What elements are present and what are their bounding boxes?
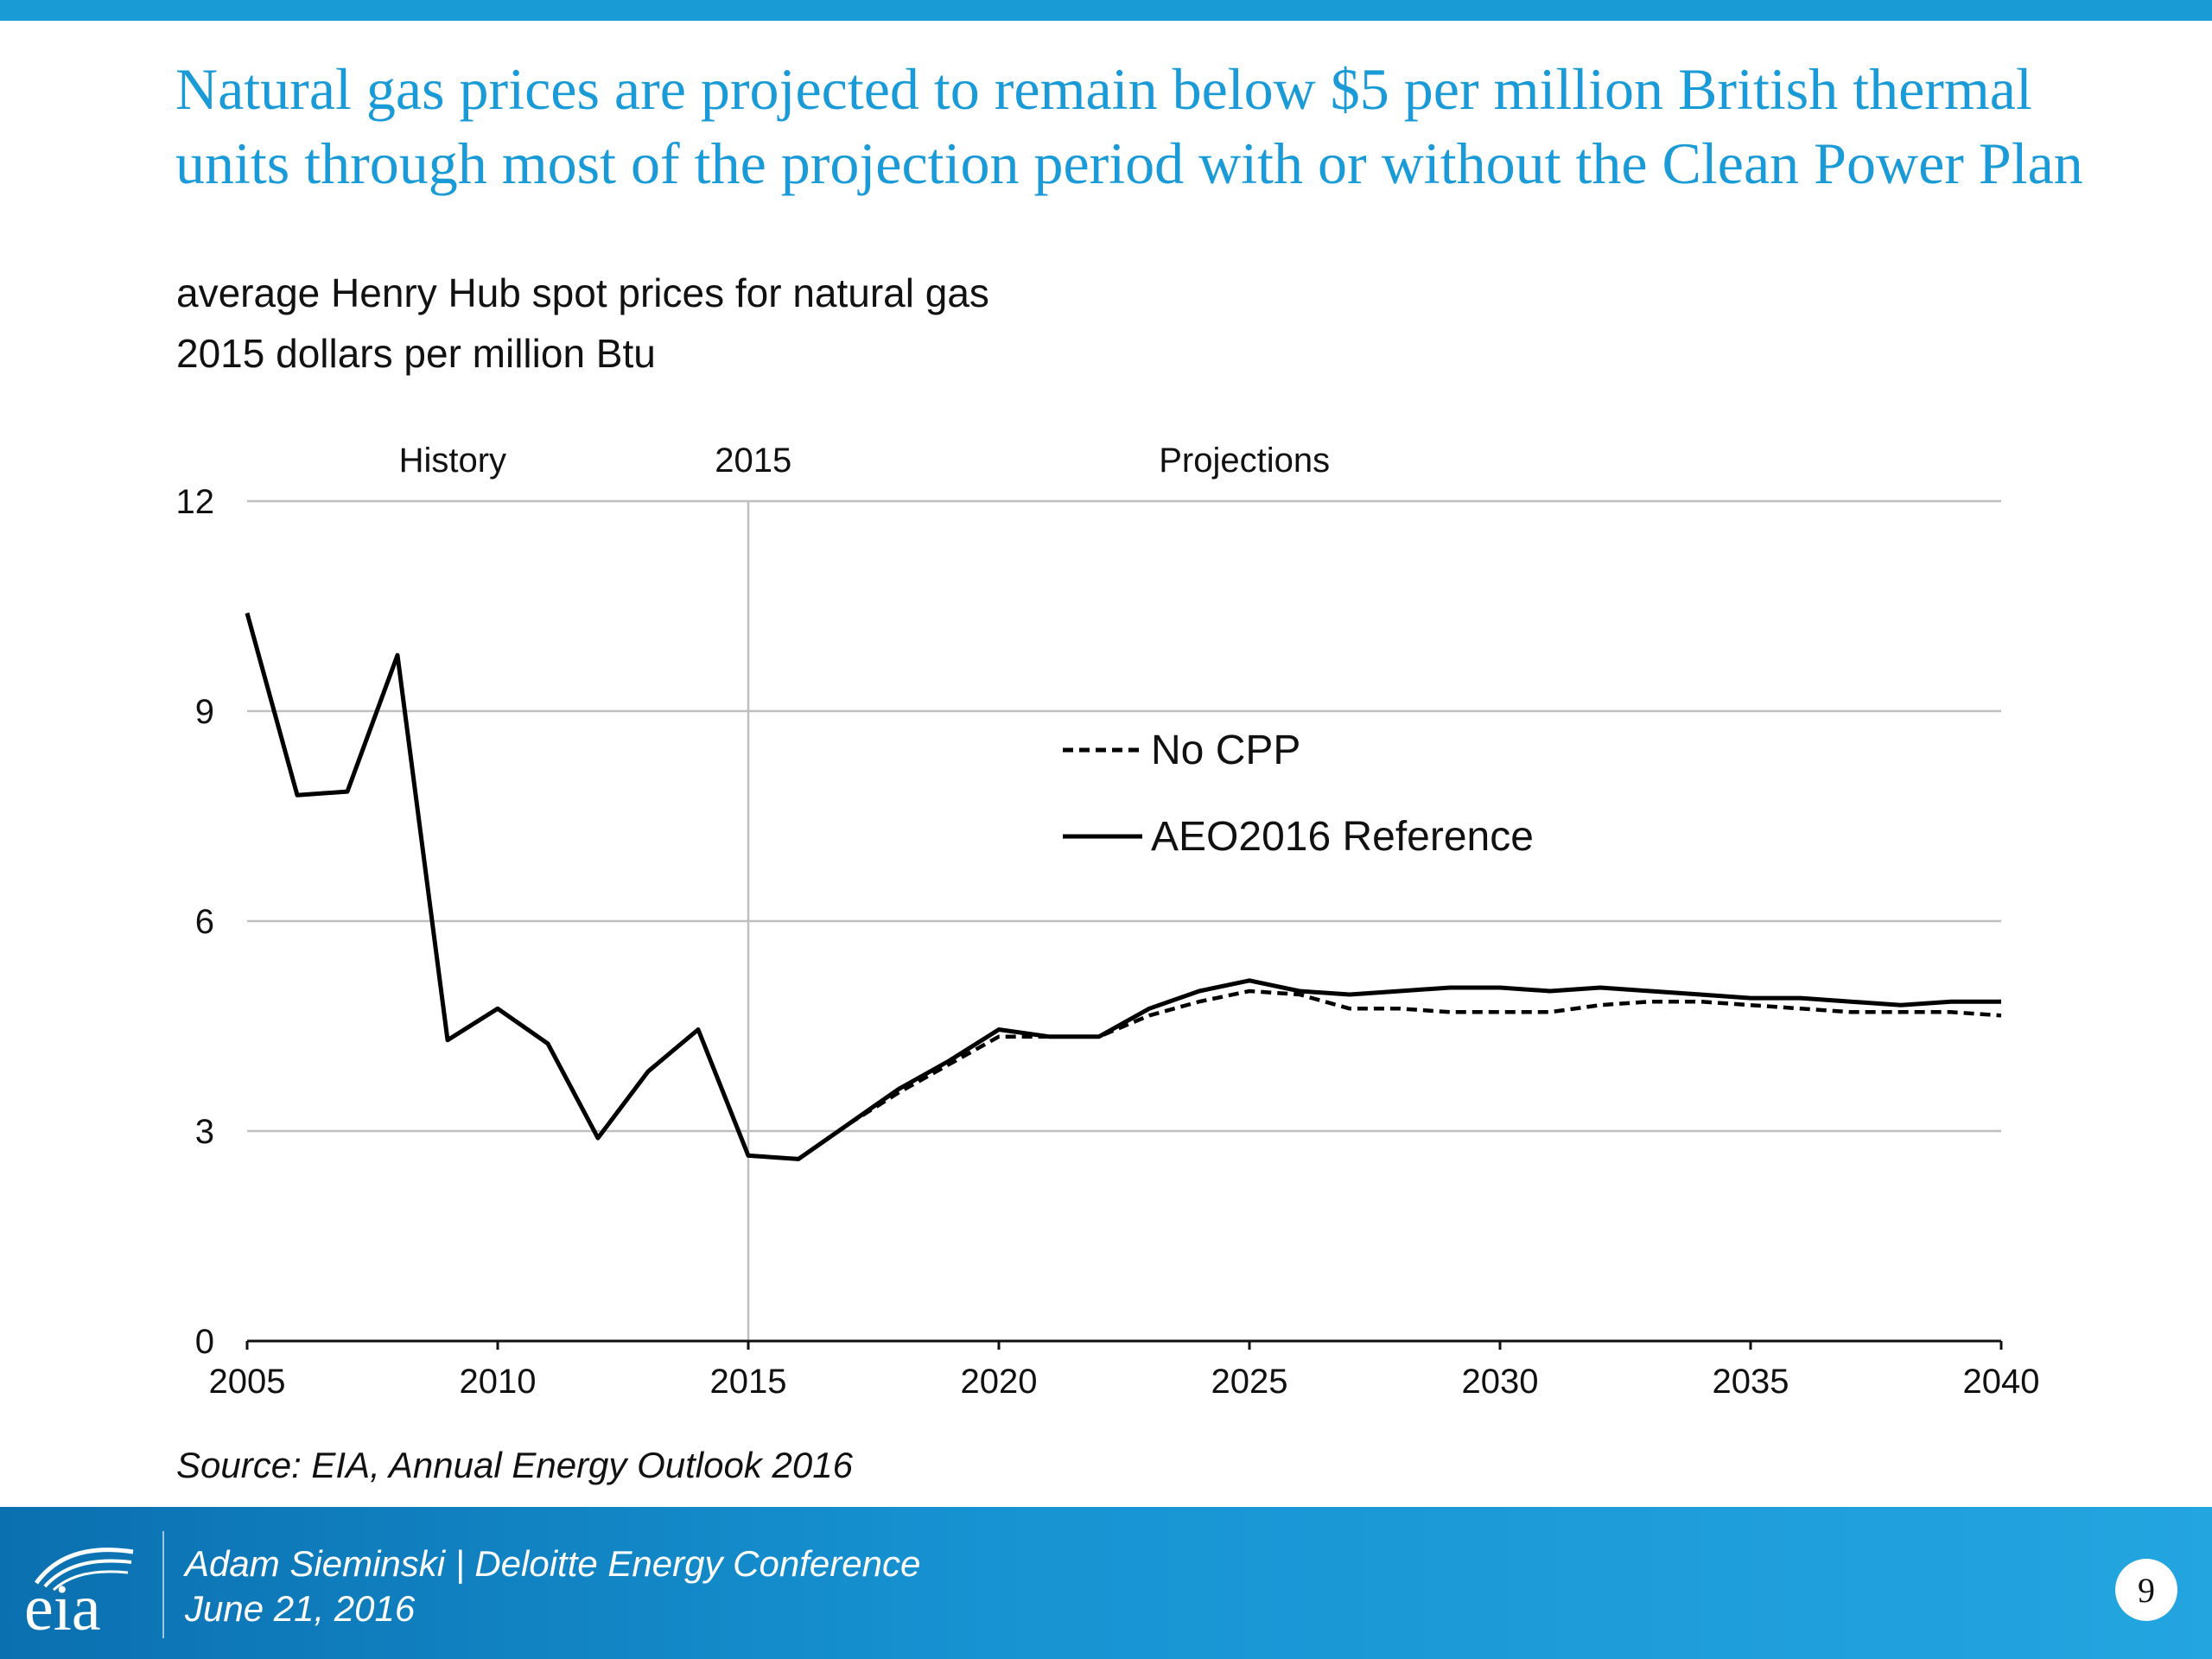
annotation-projections: Projections — [1159, 442, 1330, 480]
x-tick-label-2035: 2035 — [1713, 1363, 1789, 1401]
annotation-history: History — [399, 442, 506, 480]
footer-bar: eia Adam Sieminski | Deloitte Energy Con… — [0, 1507, 2212, 1659]
legend-label-aeo2016-reference: AEO2016 Reference — [1151, 814, 1534, 860]
x-tick-label-2030: 2030 — [1462, 1363, 1539, 1401]
price-chart: 0 3 6 9 12 2005 2010 2015 2020 2025 2030 2035 2040 Hi… — [176, 442, 2040, 1401]
slide-title: Natural gas prices are projected to rema… — [175, 56, 2083, 196]
series-line-no-cpp — [245, 613, 2002, 1161]
y-tick-label-0: 0 — [195, 1323, 214, 1361]
logo-text: eia — [24, 1572, 101, 1637]
page-number: 9 — [2115, 1559, 2177, 1621]
legend-label-no-cpp: No CPP — [1151, 728, 1300, 773]
x-tick-label-2025: 2025 — [1211, 1363, 1288, 1401]
y-tick-label-6: 6 — [195, 903, 214, 941]
source-note: Source: EIA, Annual Energy Outlook 2016 — [176, 1445, 853, 1485]
footer-divider — [162, 1531, 164, 1638]
y-tick-label-9: 9 — [195, 693, 214, 731]
presentation-date: June 21, 2016 — [185, 1588, 416, 1629]
top-accent-bar — [0, 0, 2212, 21]
y-tick-label-12: 12 — [176, 483, 215, 521]
annotation-2015: 2015 — [715, 442, 791, 480]
y-tick-label-3: 3 — [195, 1113, 214, 1151]
x-tick-label-2040: 2040 — [1963, 1363, 2040, 1401]
series-line-aeo2016-reference — [245, 612, 2001, 1161]
x-tick-label-2005: 2005 — [209, 1363, 286, 1401]
x-tick-label-2015: 2015 — [710, 1363, 787, 1401]
eia-logo: eia — [24, 1548, 134, 1637]
chart-subtitle: average Henry Hub spot prices for natura… — [176, 270, 989, 315]
x-tick-label-2010: 2010 — [460, 1363, 537, 1401]
x-tick-label-2020: 2020 — [961, 1363, 1038, 1401]
presenter-event: Adam Sieminski | Deloitte Energy Confere… — [185, 1543, 921, 1584]
chart-units: 2015 dollars per million Btu — [176, 331, 656, 376]
